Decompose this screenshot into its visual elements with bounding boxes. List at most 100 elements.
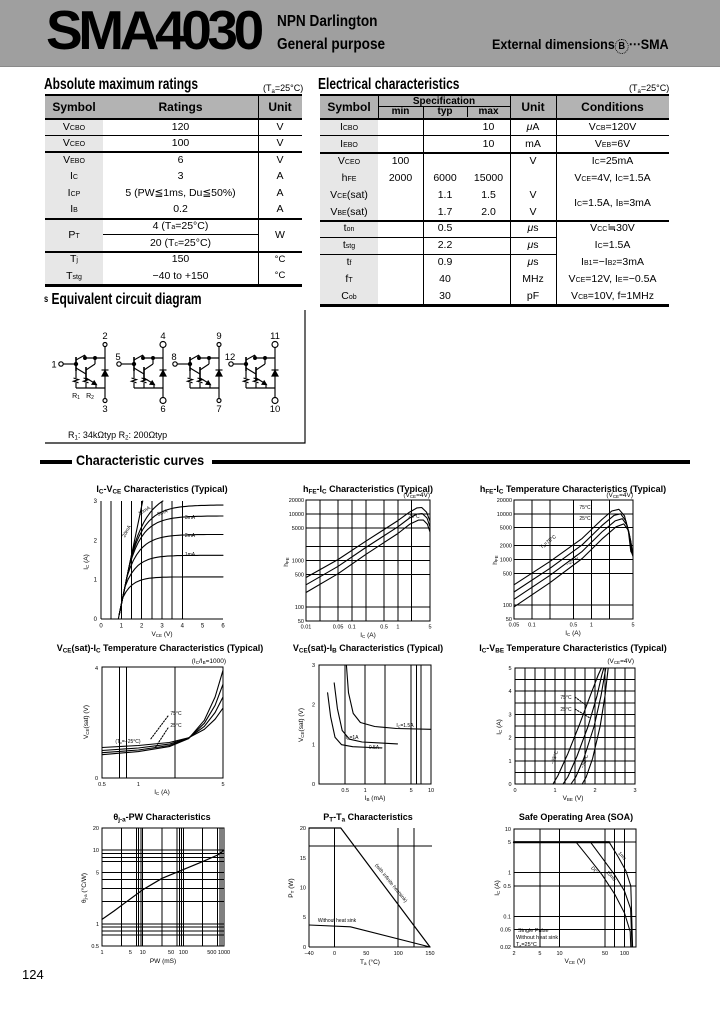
svg-text:Without heat sink: Without heat sink bbox=[318, 918, 357, 924]
svg-text:5: 5 bbox=[201, 624, 205, 630]
svg-text:Single Pulse: Single Pulse bbox=[518, 928, 549, 934]
svg-text:IC=1.5A: IC=1.5A bbox=[396, 723, 414, 729]
svg-text:75°C: 75°C bbox=[170, 711, 182, 717]
svg-text:0: 0 bbox=[95, 776, 98, 782]
svg-text:R1: 34kΩtyp R2: 200Ωtyp: R1: 34kΩtyp R2: 200Ωtyp bbox=[68, 430, 167, 442]
svg-text:10: 10 bbox=[93, 848, 99, 854]
svg-text:VCE(sat) (V): VCE(sat) (V) bbox=[298, 708, 305, 742]
svg-text:50: 50 bbox=[602, 951, 608, 957]
svg-text:5000: 5000 bbox=[500, 526, 512, 532]
svg-text:4: 4 bbox=[181, 624, 185, 630]
svg-text:5: 5 bbox=[303, 915, 306, 921]
svg-text:VCE(sat)-IB Characteristics (T: VCE(sat)-IB Characteristics (Typical) bbox=[293, 643, 443, 655]
svg-text:6: 6 bbox=[221, 624, 225, 630]
svg-text:4: 4 bbox=[160, 331, 165, 342]
svg-text:8: 8 bbox=[171, 352, 176, 363]
svg-text:5000: 5000 bbox=[292, 526, 304, 532]
svg-text:50: 50 bbox=[298, 619, 304, 625]
svg-text:θj-a-PW Characteristics: θj-a-PW Characteristics bbox=[113, 812, 210, 824]
svg-text:θj-a (°C/W): θj-a (°C/W) bbox=[80, 873, 88, 903]
svg-text:5: 5 bbox=[508, 840, 511, 846]
svg-text:10mA: 10mA bbox=[137, 505, 152, 517]
svg-text:100: 100 bbox=[295, 605, 304, 611]
svg-text:1: 1 bbox=[94, 578, 98, 584]
svg-text:10: 10 bbox=[140, 950, 146, 956]
svg-text:1000: 1000 bbox=[218, 950, 230, 956]
svg-text:5: 5 bbox=[508, 666, 511, 672]
svg-text:2: 2 bbox=[102, 331, 107, 342]
svg-text:0: 0 bbox=[513, 788, 516, 794]
svg-text:0: 0 bbox=[303, 945, 306, 951]
svg-text:100: 100 bbox=[620, 951, 629, 957]
svg-text:VCE(sat)-IC Temperature Charac: VCE(sat)-IC Temperature Characteristics … bbox=[57, 643, 264, 655]
svg-text:1: 1 bbox=[100, 950, 103, 956]
svg-text:5: 5 bbox=[538, 951, 541, 957]
svg-text:5: 5 bbox=[428, 625, 431, 631]
svg-text:2: 2 bbox=[94, 538, 98, 544]
svg-text:0: 0 bbox=[508, 782, 511, 788]
svg-text:10000: 10000 bbox=[497, 512, 512, 518]
svg-text:0.1: 0.1 bbox=[348, 625, 356, 631]
svg-text:IC (A): IC (A) bbox=[83, 554, 90, 570]
svg-text:5: 5 bbox=[115, 352, 120, 363]
svg-text:0.5A: 0.5A bbox=[369, 745, 380, 751]
svg-text:VCE (V): VCE (V) bbox=[564, 958, 585, 965]
svg-text:IC (A): IC (A) bbox=[565, 630, 581, 637]
svg-text:PW (mS): PW (mS) bbox=[150, 958, 176, 965]
svg-text:20000: 20000 bbox=[497, 498, 512, 504]
svg-text:50: 50 bbox=[363, 951, 369, 957]
svg-text:IB (mA): IB (mA) bbox=[365, 795, 386, 802]
svg-text:0: 0 bbox=[94, 617, 98, 623]
svg-text:Safe Operating Area (SOA): Safe Operating Area (SOA) bbox=[519, 812, 633, 822]
svg-text:5: 5 bbox=[96, 870, 99, 876]
svg-text:1: 1 bbox=[508, 871, 511, 877]
svg-text:12: 12 bbox=[225, 352, 236, 363]
svg-text:2: 2 bbox=[593, 788, 596, 794]
svg-text:(Tc=−25°C): (Tc=−25°C) bbox=[115, 739, 140, 745]
svg-text:IC-VBE Temperature Characteris: IC-VBE Temperature Characteristics (Typi… bbox=[479, 643, 667, 655]
svg-text:100: 100 bbox=[179, 950, 188, 956]
svg-text:20: 20 bbox=[300, 826, 306, 832]
svg-text:Ta (°C): Ta (°C) bbox=[360, 958, 380, 966]
svg-text:VCE (V): VCE (V) bbox=[151, 631, 172, 638]
svg-text:Ta=25°C: Ta=25°C bbox=[516, 942, 537, 948]
svg-text:1: 1 bbox=[120, 624, 124, 630]
svg-text:0.05: 0.05 bbox=[509, 623, 520, 629]
svg-text:0.1: 0.1 bbox=[503, 914, 511, 920]
svg-text:−50°C: −50°C bbox=[580, 754, 590, 770]
svg-text:IC (A): IC (A) bbox=[154, 789, 170, 796]
svg-text:75°C: 75°C bbox=[560, 695, 572, 701]
svg-text:25°C: 25°C bbox=[560, 707, 572, 713]
svg-text:150: 150 bbox=[425, 951, 434, 957]
svg-text:1000: 1000 bbox=[292, 559, 304, 565]
svg-text:3mA: 3mA bbox=[185, 515, 196, 521]
svg-text:IC=1A: IC=1A bbox=[346, 735, 360, 741]
svg-text:1: 1 bbox=[590, 623, 593, 629]
svg-text:0.05: 0.05 bbox=[333, 625, 344, 631]
svg-text:R1: R1 bbox=[72, 393, 80, 401]
svg-text:0.5: 0.5 bbox=[380, 625, 388, 631]
svg-text:5: 5 bbox=[631, 623, 634, 629]
svg-text:IC (A): IC (A) bbox=[360, 632, 376, 639]
svg-text:hFE-IC Temperature Characteris: hFE-IC Temperature Characteristics (Typi… bbox=[480, 484, 666, 496]
svg-text:3: 3 bbox=[94, 499, 98, 505]
svg-text:15: 15 bbox=[300, 856, 306, 862]
svg-text:IC (A): IC (A) bbox=[494, 880, 501, 896]
svg-text:DC: DC bbox=[589, 866, 599, 876]
svg-text:0.5: 0.5 bbox=[570, 623, 578, 629]
svg-text:0.05: 0.05 bbox=[500, 928, 511, 934]
svg-text:5: 5 bbox=[221, 782, 224, 788]
svg-text:5mA: 5mA bbox=[157, 508, 169, 517]
svg-text:9: 9 bbox=[216, 331, 221, 342]
svg-text:7: 7 bbox=[216, 404, 221, 415]
svg-text:(VCE=4V): (VCE=4V) bbox=[403, 492, 430, 499]
svg-text:1: 1 bbox=[96, 922, 99, 928]
svg-text:Ta=75°C: Ta=75°C bbox=[539, 534, 558, 551]
svg-text:0.5: 0.5 bbox=[503, 884, 511, 890]
svg-text:3: 3 bbox=[312, 663, 315, 669]
svg-text:2000: 2000 bbox=[500, 544, 512, 550]
svg-text:0.5: 0.5 bbox=[98, 782, 106, 788]
svg-text:1: 1 bbox=[553, 788, 556, 794]
svg-text:R2: R2 bbox=[86, 393, 94, 401]
svg-text:3: 3 bbox=[508, 712, 511, 718]
